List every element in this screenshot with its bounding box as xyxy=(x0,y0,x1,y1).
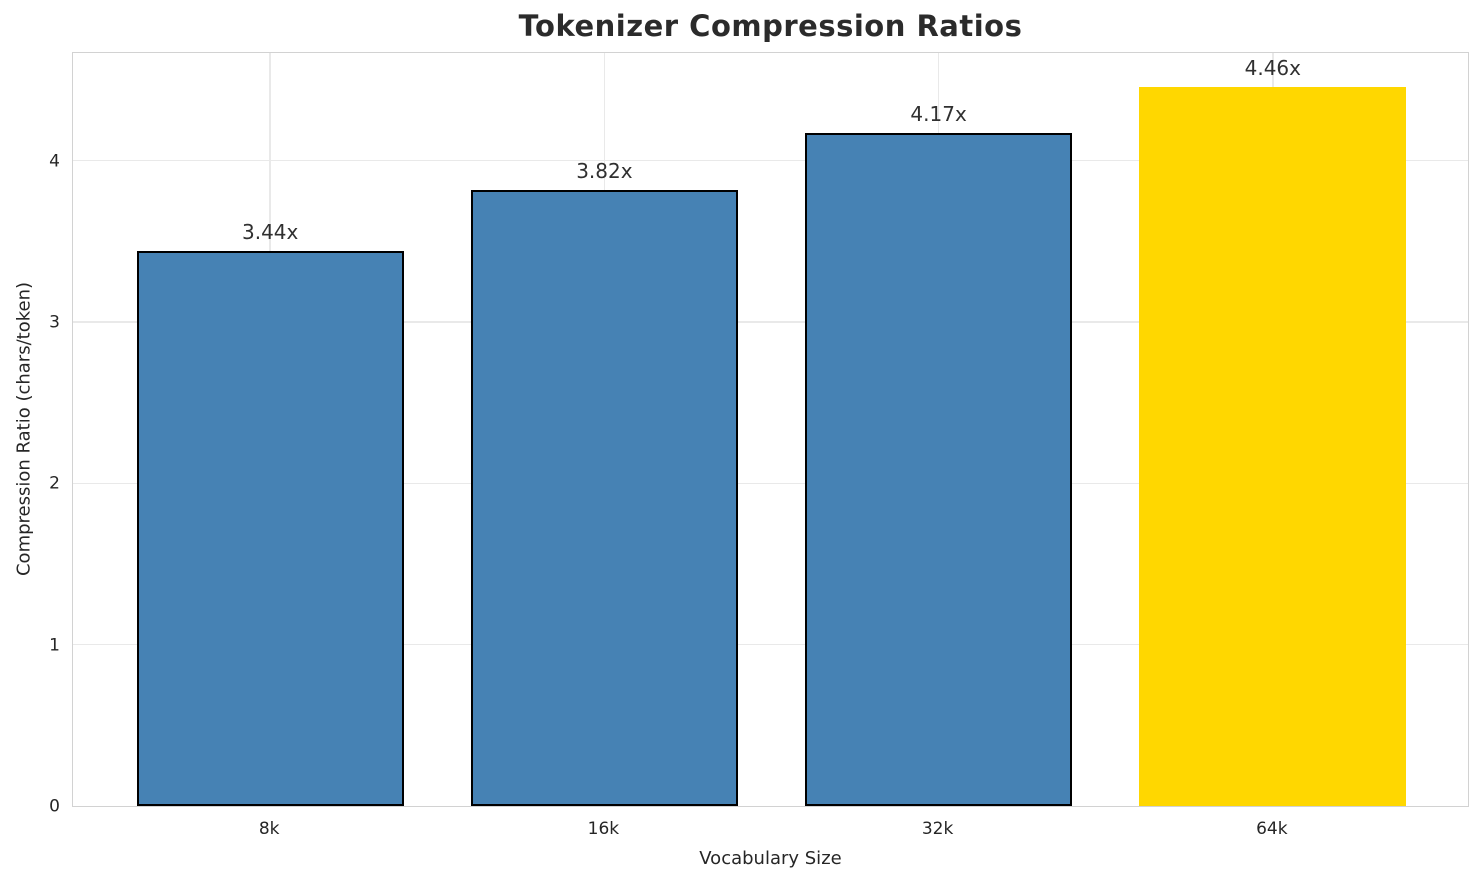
y-tick-1: 1 xyxy=(49,635,60,656)
h-gridline-2 xyxy=(73,482,1468,485)
chart-title: Tokenizer Compression Ratios xyxy=(518,9,1023,43)
y-tick-3: 3 xyxy=(49,312,60,333)
bar-64k xyxy=(1139,86,1407,806)
y-tick-2: 2 xyxy=(49,473,60,494)
x-tick-8k: 8k xyxy=(258,819,280,839)
bar-8k xyxy=(136,251,404,806)
x-tick-32k: 32k xyxy=(921,819,954,839)
bar-value-label-64k: 4.46x xyxy=(1244,55,1301,80)
bar-value-label-32k: 4.17x xyxy=(910,102,967,127)
bar-32k xyxy=(804,133,1073,806)
bar-value-label-8k: 3.44x xyxy=(241,220,299,245)
x-tick-16k: 16k xyxy=(587,819,620,839)
x-tick-64k: 64k xyxy=(1256,819,1288,839)
h-gridline-1 xyxy=(73,643,1468,646)
x-axis-label: Vocabulary Size xyxy=(699,848,842,869)
bar-16k xyxy=(470,189,739,806)
h-gridline-3 xyxy=(73,321,1468,323)
plot-area: 3.44x 3.82x 4.17x 4.46x xyxy=(72,52,1469,807)
y-tick-4: 4 xyxy=(49,151,60,172)
bar-value-label-16k: 3.82x xyxy=(576,158,633,183)
y-tick-0: 0 xyxy=(49,796,60,817)
h-gridline-4 xyxy=(73,159,1468,162)
